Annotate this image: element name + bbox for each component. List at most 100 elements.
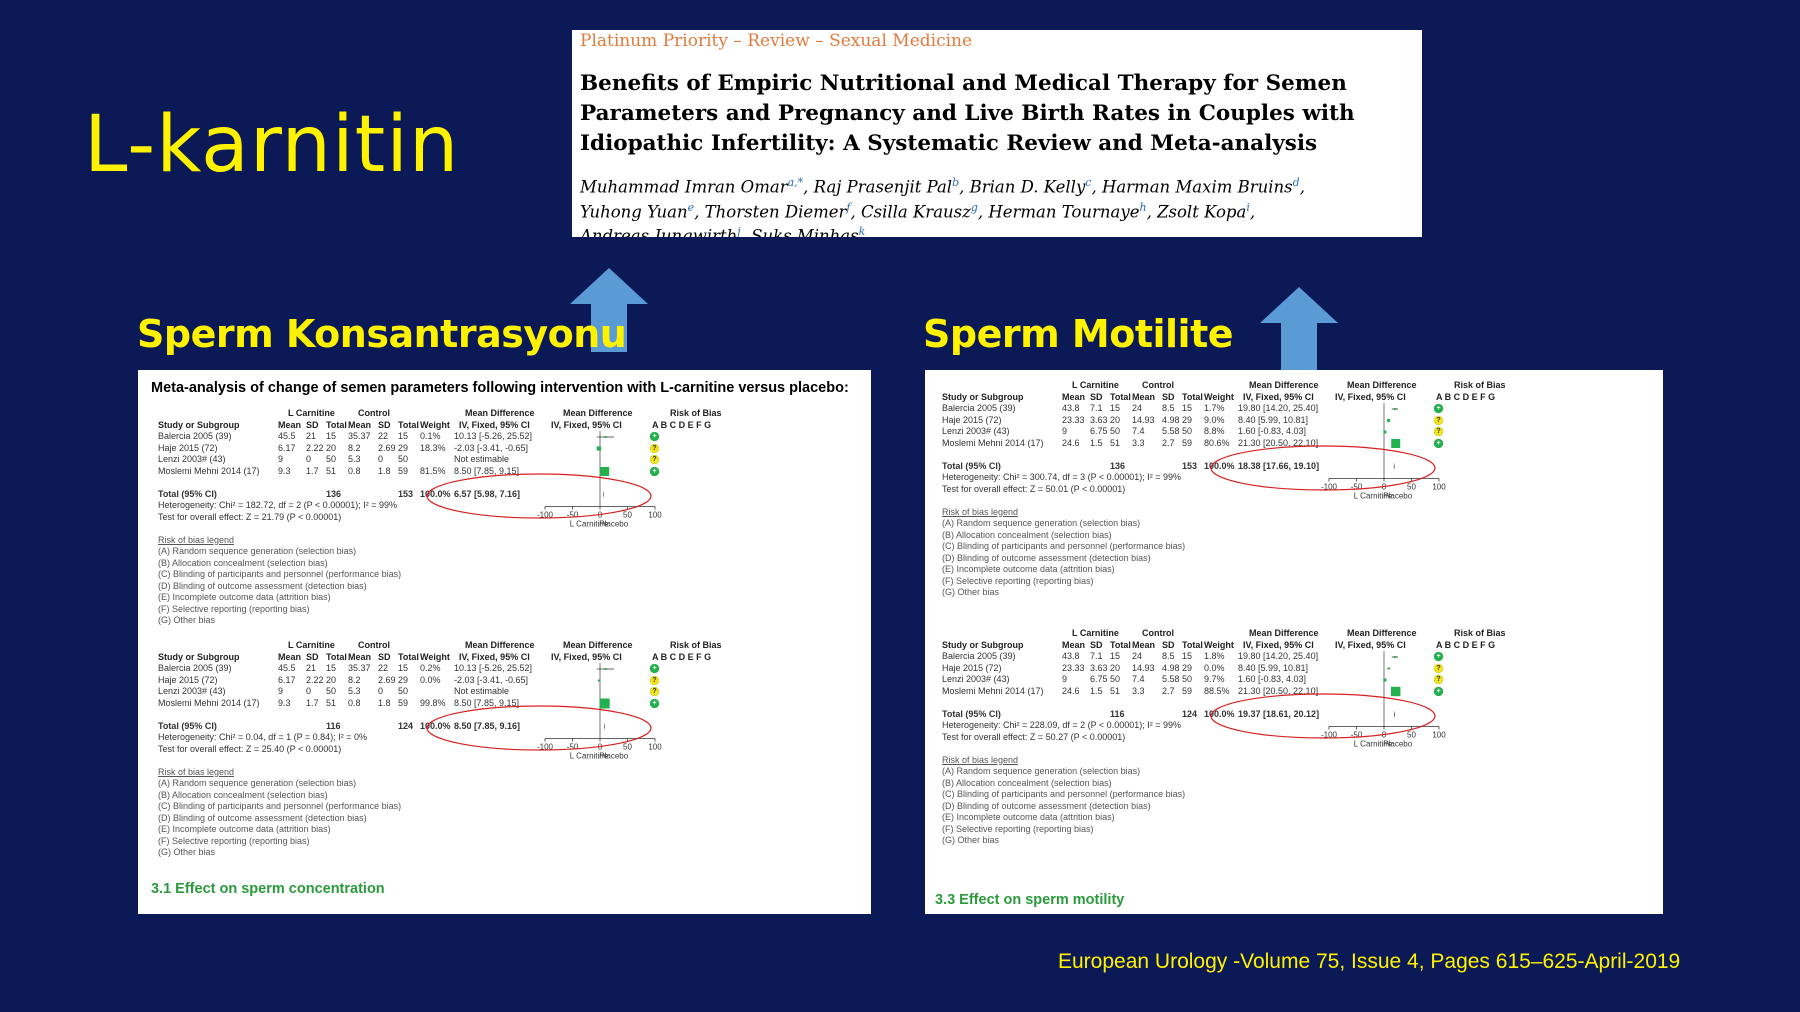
study-cell: 0.2% xyxy=(420,663,441,673)
study-cell: 15 xyxy=(1182,403,1193,413)
bias-legend-item: (C) Blinding of participants and personn… xyxy=(942,541,1186,551)
reference-citation: European Urology -Volume 75, Issue 4, Pa… xyxy=(1058,950,1681,973)
study-cell: Balercia 2005 (39) xyxy=(158,431,232,441)
header-col: Mean xyxy=(348,419,372,430)
x-axis-tick-label: 50 xyxy=(1407,483,1416,492)
study-cell: 1.7% xyxy=(1204,403,1225,413)
header-group-row: L Carnitine Control Mean Difference Mean Di… xyxy=(158,408,858,420)
study-cell: 43.8 xyxy=(1062,403,1080,413)
x-axis-tick-label: 100 xyxy=(648,743,662,752)
bias-legend-item: (B) Allocation concealment (selection bi… xyxy=(942,529,1112,540)
risk-of-bias-dot: + xyxy=(650,466,659,476)
paper-title: Benefits of Empiric Nutritional and Medi… xyxy=(580,69,1422,159)
author-name: Yuhong Yuan xyxy=(580,202,688,221)
header-group: Risk of Bias xyxy=(670,640,722,650)
highlight-ellipse xyxy=(1210,692,1436,739)
total-row: Total (95% CI) 116 124 100.0% 8.50 [7.85, 9.… xyxy=(158,721,858,733)
header-col: Total xyxy=(1182,391,1203,402)
header-col: A B C D E F G xyxy=(1436,391,1496,402)
author-name: , Harman Maxim Bruins xyxy=(1091,177,1293,197)
x-axis-tick-label: -50 xyxy=(1351,731,1363,740)
study-row: Moslemi Mehni 2014 (17) 9.3 1.7 51 0.8 1.8 59 8… xyxy=(158,466,858,478)
study-weight-square xyxy=(1393,656,1396,658)
study-cell: 19.80 [14.20, 25.40] xyxy=(1238,651,1319,661)
study-cell: 6.17 xyxy=(278,674,296,685)
study-cell: 15 xyxy=(326,663,337,673)
header-col: Study or Subgroup xyxy=(942,639,1024,650)
bias-legend-item: (D) Blinding of outcome assessment (dete… xyxy=(942,800,1151,811)
study-cell: 9 xyxy=(278,686,284,696)
study-cell: 15 xyxy=(1110,651,1121,661)
author-affiliation: g xyxy=(970,200,978,214)
study-cell: 10.13 [-5.26, 25.52] xyxy=(454,431,533,441)
study-cell: 59 xyxy=(1182,685,1193,696)
study-cell: 6.75 xyxy=(1090,426,1108,436)
study-cell: 81.5% xyxy=(420,465,446,476)
study-cell: 14.93 xyxy=(1132,414,1155,425)
highlight-ellipse xyxy=(1210,444,1436,491)
study-cell: 23.33 xyxy=(1062,414,1085,425)
study-cell: Haje 2015 (72) xyxy=(942,662,1002,673)
header-col: A B C D E F G xyxy=(652,419,712,430)
header-col: SD xyxy=(1090,391,1103,402)
x-axis-tick-label: -50 xyxy=(567,511,579,520)
risk-of-bias-dot: ? xyxy=(1434,427,1443,436)
study-cell: 1.8 xyxy=(378,465,391,476)
risk-of-bias-dot: ? xyxy=(650,687,659,696)
study-cell: 0 xyxy=(378,454,384,464)
study-cell: 51 xyxy=(326,465,337,476)
overall-effect-text: Test for overall effect: Z = 21.79 (P < … xyxy=(158,511,342,522)
paper-kicker: Platinum Priority – Review – Sexual Medi… xyxy=(580,31,973,51)
header-col: Total xyxy=(1110,639,1131,650)
study-cell: 59 xyxy=(398,697,409,708)
bias-legend-item: (E) Incomplete outcome data (attrition b… xyxy=(942,564,1115,574)
header-col: Mean xyxy=(1132,391,1156,402)
study-cell: 7.4 xyxy=(1132,674,1145,684)
forest-plot: L Carnitine Control Mean Difference Mean Di… xyxy=(158,408,858,627)
header-group: L Carnitine xyxy=(288,408,335,418)
study-row: Balercia 2005 (39) 43.8 7.1 15 24 8.5 15 1.7% 19… xyxy=(942,403,1652,415)
study-cell: Balercia 2005 (39) xyxy=(942,651,1016,661)
bias-legend-item: (A) Random sequence generation (selectio… xyxy=(158,546,357,556)
study-cell: 7.1 xyxy=(1090,651,1103,661)
study-cell: 8.5 xyxy=(1162,651,1175,661)
axis-right-label: Placebo xyxy=(1383,740,1412,749)
bias-legend-item: (A) Random sequence generation (selectio… xyxy=(942,518,1141,528)
axis-left-label: L Carnitine xyxy=(570,520,609,529)
total-cell: Total (95% CI) xyxy=(942,460,1001,471)
header-group: Risk of Bias xyxy=(1454,380,1506,390)
total-cell: 100.0% xyxy=(420,488,451,499)
study-cell: 24 xyxy=(1132,403,1143,413)
total-cell: 124 xyxy=(1182,708,1198,719)
study-cell: 8.40 [5.99, 10.81] xyxy=(1238,414,1309,425)
bias-legend-item: (F) Selective reporting (reporting bias) xyxy=(158,603,310,614)
study-cell: 8.50 [7.85, 9.15] xyxy=(454,465,520,476)
header-col: Weight xyxy=(420,419,450,430)
header-col: A B C D E F G xyxy=(652,651,712,662)
x-axis-tick-label: 100 xyxy=(648,511,662,520)
study-cell: 21 xyxy=(306,663,317,673)
total-cell: 100.0% xyxy=(1204,708,1235,719)
total-cell: 19.37 [18.61, 20.12] xyxy=(1238,708,1320,719)
author-affiliation: e xyxy=(687,200,695,214)
study-weight-square xyxy=(600,466,610,477)
study-cell: 15 xyxy=(1110,403,1121,413)
x-axis-tick-label: 50 xyxy=(623,743,632,752)
study-cell: 50 xyxy=(398,686,409,696)
paper-header: Platinum Priority – Review – Sexual Medi… xyxy=(572,30,1422,237)
header-col: A B C D E F G xyxy=(1436,639,1496,650)
study-cell: Moslemi Mehni 2014 (17) xyxy=(942,437,1044,448)
total-cell: 124 xyxy=(398,720,414,731)
study-cell: 24.6 xyxy=(1062,685,1080,696)
header-col: IV, Fixed, 95% CI xyxy=(459,419,530,430)
header-col: IV, Fixed, 95% CI xyxy=(459,651,530,662)
study-cell: 2.7 xyxy=(1162,437,1175,448)
study-weight-square xyxy=(599,698,610,709)
paper-title-line: Idiopathic Infertility: A Systematic Rev… xyxy=(580,131,1318,156)
panel-caption: 3.3 Effect on sperm motility xyxy=(935,892,1125,908)
header-group: Mean Difference xyxy=(563,640,633,650)
study-cell: 35.37 xyxy=(348,431,371,441)
author-affiliation: b xyxy=(952,176,960,189)
axis-left-label: L Carnitine xyxy=(1354,740,1393,749)
x-axis-tick-label: 0 xyxy=(598,511,603,520)
